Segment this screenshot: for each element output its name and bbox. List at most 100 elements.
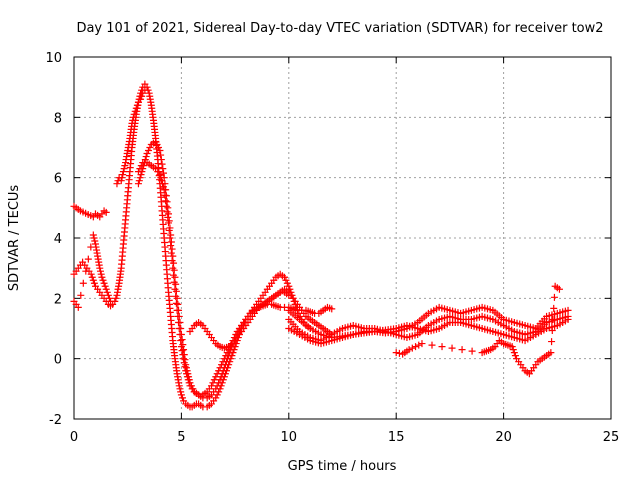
data-point — [293, 306, 301, 314]
data-point — [89, 276, 97, 284]
data-point — [100, 279, 108, 287]
data-point — [157, 174, 165, 182]
data-point — [182, 367, 190, 375]
data-point — [157, 151, 165, 159]
data-point — [183, 370, 191, 378]
data-point — [183, 373, 191, 381]
data-point — [171, 285, 179, 293]
data-point — [119, 168, 127, 176]
data-point — [90, 279, 98, 287]
data-point — [177, 337, 185, 345]
data-point — [117, 177, 125, 185]
data-point — [133, 101, 141, 109]
data-point — [156, 171, 164, 179]
data-point — [159, 165, 167, 173]
data-point — [179, 351, 187, 359]
data-point — [549, 315, 557, 323]
data-point — [82, 267, 90, 275]
series-track-third — [134, 159, 314, 399]
data-point — [165, 219, 173, 227]
data-point — [170, 278, 178, 286]
data-point — [292, 303, 300, 311]
data-point — [119, 171, 127, 179]
y-tick-label: -2 — [49, 413, 62, 428]
data-point — [290, 297, 298, 305]
data-point — [174, 300, 182, 308]
data-point — [564, 306, 572, 314]
data-point — [169, 252, 177, 260]
data-point — [113, 180, 121, 188]
data-point — [79, 279, 87, 287]
data-point — [157, 156, 165, 164]
data-point — [136, 165, 144, 173]
data-point — [134, 180, 142, 188]
data-point — [511, 352, 519, 360]
data-point — [167, 249, 175, 257]
data-point — [283, 279, 291, 287]
data-point — [87, 270, 95, 278]
x-tick-label: 25 — [603, 430, 620, 445]
data-point — [121, 162, 129, 170]
x-tick-label: 0 — [70, 430, 78, 445]
data-point — [99, 276, 107, 284]
data-point — [212, 394, 220, 402]
data-point — [163, 198, 171, 206]
data-point — [170, 271, 178, 279]
data-point — [161, 191, 169, 199]
data-point — [98, 273, 106, 281]
data-point — [216, 364, 224, 372]
data-point — [281, 273, 289, 281]
data-point — [90, 234, 98, 242]
y-tick-labels: -2 0 2 4 6 8 10 — [45, 51, 62, 428]
data-point — [215, 367, 223, 375]
data-point — [550, 293, 558, 301]
data-point — [176, 385, 184, 393]
data-point — [132, 104, 140, 112]
data-point — [210, 376, 218, 384]
data-point — [77, 291, 85, 299]
data-point — [468, 347, 476, 355]
data-point — [219, 358, 227, 366]
series-track-late-3 — [285, 315, 572, 348]
data-point — [152, 137, 160, 145]
data-point — [178, 394, 186, 402]
data-point — [182, 364, 190, 372]
data-point — [177, 391, 185, 399]
data-point — [209, 379, 217, 387]
data-point — [548, 327, 556, 335]
data-point — [165, 226, 173, 234]
data-point — [142, 153, 150, 161]
data-point — [177, 388, 185, 396]
data-point — [392, 349, 400, 357]
data-point — [217, 361, 225, 369]
series-track-left-dip — [70, 231, 115, 311]
data-point — [328, 305, 336, 313]
data-point — [282, 276, 290, 284]
y-tick-label: 6 — [54, 172, 62, 187]
data-point — [163, 208, 171, 216]
data-point — [160, 169, 167, 177]
data-point — [107, 297, 115, 305]
data-point — [131, 107, 139, 115]
data-point — [175, 318, 183, 326]
y-tick-label: 10 — [45, 51, 62, 66]
data-point — [213, 370, 221, 378]
data-point — [74, 303, 82, 311]
data-point — [185, 379, 193, 387]
y-tick-label: 0 — [54, 353, 62, 368]
data-point — [173, 306, 181, 314]
data-point — [162, 202, 170, 210]
data-point — [510, 349, 518, 357]
data-point — [141, 86, 149, 94]
data-point — [212, 373, 220, 381]
data-point — [395, 349, 403, 357]
data-point — [555, 285, 563, 293]
data-point — [220, 355, 228, 363]
data-point — [97, 270, 105, 278]
data-point — [159, 183, 167, 191]
data-point — [550, 304, 558, 312]
data-point — [134, 168, 142, 176]
data-point — [438, 343, 446, 351]
data-point — [88, 273, 96, 281]
data-point — [509, 346, 517, 354]
